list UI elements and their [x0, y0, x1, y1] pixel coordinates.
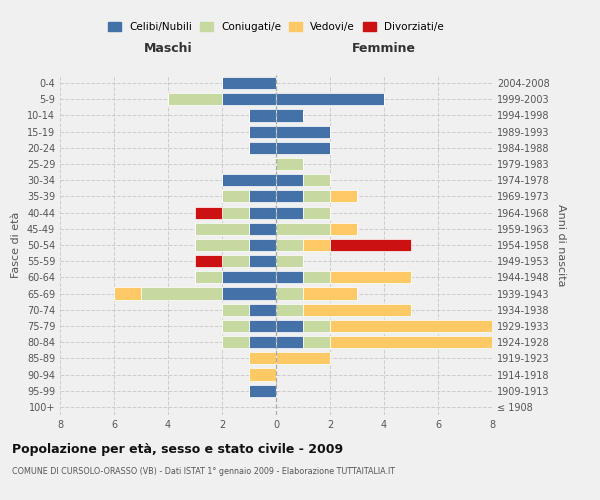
Bar [303, 190, 330, 202]
Bar [168, 93, 222, 106]
Text: Femmine: Femmine [352, 42, 416, 55]
Bar [222, 255, 249, 268]
Bar [303, 288, 357, 300]
Bar [222, 272, 276, 283]
Bar [276, 352, 330, 364]
Bar [330, 272, 411, 283]
Bar [249, 368, 276, 380]
Bar [276, 288, 303, 300]
Bar [276, 304, 303, 316]
Text: COMUNE DI CURSOLO-ORASSO (VB) - Dati ISTAT 1° gennaio 2009 - Elaborazione TUTTAI: COMUNE DI CURSOLO-ORASSO (VB) - Dati IST… [12, 468, 395, 476]
Bar [276, 239, 303, 251]
Bar [276, 126, 330, 138]
Bar [249, 142, 276, 154]
Bar [303, 272, 330, 283]
Bar [141, 288, 222, 300]
Bar [222, 77, 276, 89]
Bar [303, 174, 330, 186]
Bar [276, 174, 303, 186]
Bar [303, 206, 330, 218]
Bar [249, 304, 276, 316]
Bar [195, 255, 222, 268]
Bar [303, 336, 330, 348]
Bar [249, 384, 276, 397]
Bar [195, 272, 222, 283]
Bar [249, 239, 276, 251]
Bar [249, 126, 276, 138]
Bar [249, 222, 276, 235]
Bar [303, 304, 411, 316]
Bar [303, 239, 330, 251]
Bar [276, 255, 303, 268]
Bar [276, 110, 303, 122]
Bar [222, 320, 249, 332]
Bar [303, 320, 330, 332]
Bar [249, 352, 276, 364]
Bar [249, 320, 276, 332]
Bar [249, 190, 276, 202]
Bar [276, 93, 384, 106]
Bar [249, 255, 276, 268]
Bar [276, 158, 303, 170]
Bar [249, 206, 276, 218]
Bar [222, 304, 249, 316]
Bar [276, 336, 303, 348]
Y-axis label: Fasce di età: Fasce di età [11, 212, 21, 278]
Bar [249, 110, 276, 122]
Text: Popolazione per età, sesso e stato civile - 2009: Popolazione per età, sesso e stato civil… [12, 442, 343, 456]
Bar [330, 239, 411, 251]
Bar [222, 288, 276, 300]
Bar [276, 206, 303, 218]
Bar [249, 336, 276, 348]
Bar [330, 222, 357, 235]
Bar [276, 320, 303, 332]
Bar [330, 190, 357, 202]
Bar [276, 222, 330, 235]
Bar [222, 190, 249, 202]
Bar [222, 93, 276, 106]
Y-axis label: Anni di nascita: Anni di nascita [556, 204, 566, 286]
Bar [276, 142, 330, 154]
Bar [330, 336, 519, 348]
Bar [222, 206, 249, 218]
Bar [276, 272, 303, 283]
Legend: Celibi/Nubili, Coniugati/e, Vedovi/e, Divorziati/e: Celibi/Nubili, Coniugati/e, Vedovi/e, Di… [105, 19, 447, 36]
Text: Maschi: Maschi [143, 42, 193, 55]
Bar [195, 222, 249, 235]
Bar [330, 320, 519, 332]
Bar [114, 288, 141, 300]
Bar [222, 336, 249, 348]
Bar [276, 190, 303, 202]
Bar [195, 239, 249, 251]
Bar [222, 174, 276, 186]
Bar [195, 206, 222, 218]
